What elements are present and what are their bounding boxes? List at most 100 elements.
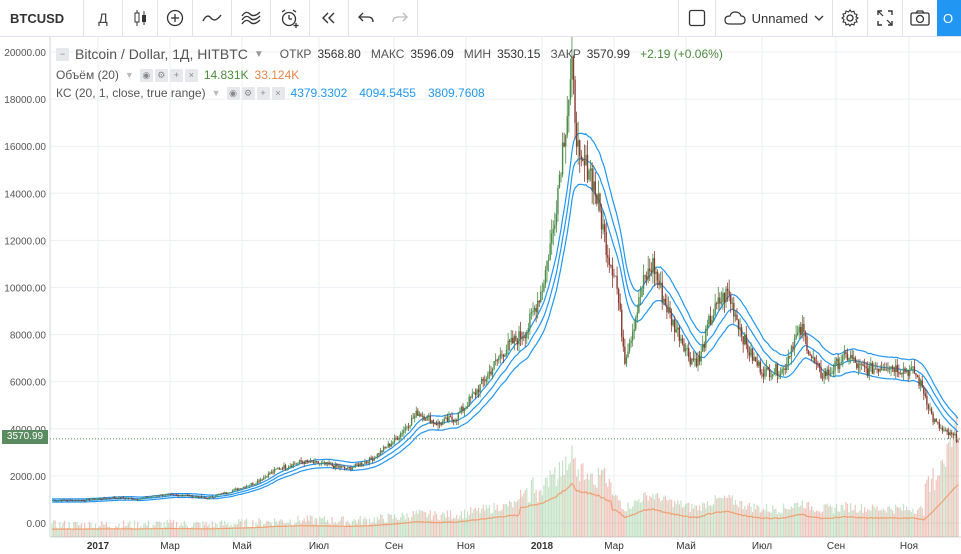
chart-area[interactable]: 20000.00 18000.00 16000.00 14000.00 12000.00… (0, 37, 961, 554)
candle-body (519, 331, 522, 338)
templates-button[interactable] (232, 0, 270, 36)
fullscreen-button[interactable] (868, 0, 902, 36)
volume-bar (566, 470, 568, 537)
volume-bar (787, 509, 789, 537)
candle-body (171, 494, 173, 495)
candle-body (907, 370, 909, 376)
volume-bar (751, 512, 754, 537)
candle-body (138, 499, 140, 501)
candle-body (868, 366, 870, 376)
symbol-search-button[interactable]: BTCUSD (0, 0, 84, 36)
volume-bar (208, 524, 210, 537)
publish-button[interactable]: О (937, 0, 961, 36)
candle-body (104, 497, 106, 499)
gear-icon[interactable]: ⚙ (241, 86, 255, 100)
plus-icon[interactable]: + (169, 68, 183, 82)
compare-button[interactable] (158, 0, 192, 36)
candle-body (185, 495, 187, 496)
plus-icon[interactable]: + (256, 86, 270, 100)
candle-body (543, 284, 545, 292)
volume-bar (333, 523, 335, 537)
candle-body (853, 357, 855, 359)
candle-body (669, 307, 671, 313)
snapshot-button[interactable] (903, 0, 937, 36)
eye-icon[interactable]: ◉ (139, 68, 153, 82)
candle-body (264, 476, 266, 478)
volume-bar (851, 510, 853, 537)
candle-body (382, 446, 385, 452)
candle-body (806, 336, 808, 351)
volume-bar (401, 512, 403, 537)
candle-body (438, 422, 441, 424)
candle-body (340, 466, 343, 468)
volume-bar (515, 502, 517, 537)
interval-button[interactable]: Д (84, 0, 122, 36)
volume-bar (737, 507, 740, 537)
candle-body (227, 493, 229, 495)
close-icon[interactable]: × (184, 68, 198, 82)
undo-button[interactable] (349, 0, 383, 36)
layout-name-label: Unnamed (751, 10, 808, 26)
redo-button[interactable] (383, 0, 417, 36)
volume-bar (157, 521, 159, 537)
candle-body (801, 323, 804, 335)
volume-bar (331, 516, 333, 537)
volume-bar (927, 476, 930, 537)
alert-button[interactable] (271, 0, 309, 36)
volume-bar (239, 521, 241, 537)
kc-dropdown-icon[interactable]: ▼ (211, 88, 221, 98)
volume-bar (944, 466, 947, 537)
volume-bar (281, 520, 283, 537)
volume-bar (398, 519, 400, 537)
price-chart[interactable]: 20000.00 18000.00 16000.00 14000.00 12000.00… (0, 37, 961, 554)
candle-body (452, 419, 455, 422)
legend-settings-icon[interactable]: ▼ (253, 48, 264, 60)
indicators-button[interactable] (193, 0, 231, 36)
replay-button[interactable] (310, 0, 348, 36)
volume-bar (717, 498, 719, 537)
volume-bar (328, 523, 330, 537)
volume-dropdown-icon[interactable]: ▼ (124, 70, 134, 80)
layout-menu-button[interactable]: Unnamed (716, 0, 832, 36)
volume-bar (843, 510, 845, 537)
volume-bar (938, 475, 940, 537)
candle-body (522, 336, 525, 338)
candle-body (624, 346, 626, 364)
volume-bar (373, 517, 375, 537)
volume-bar (554, 467, 556, 537)
fullscreen-select-button[interactable] (679, 0, 715, 36)
settings-button[interactable] (833, 0, 867, 36)
volume-bar (108, 526, 111, 537)
candle-body (326, 462, 329, 465)
candle-body (442, 421, 444, 426)
candle-body (566, 116, 568, 136)
volume-bar (340, 516, 343, 537)
volume-bar (367, 525, 369, 537)
candle-body (921, 380, 923, 388)
volume-bar (574, 457, 576, 537)
candle-body (764, 369, 766, 377)
eye-icon[interactable]: ◉ (226, 86, 240, 100)
volume-bar (695, 505, 698, 537)
chart-style-button[interactable] (123, 0, 157, 36)
candle-body (249, 485, 251, 487)
close-icon[interactable]: × (271, 86, 285, 100)
candle-body (826, 369, 828, 376)
candle-body (154, 495, 156, 497)
volume-bar (686, 502, 688, 537)
candle-body (74, 500, 77, 502)
candle-body (300, 460, 302, 462)
volume-bar (719, 497, 721, 537)
high-label: МАКС (370, 47, 405, 61)
volume-bar (387, 513, 389, 537)
candle-body (247, 485, 249, 487)
candle-body (533, 308, 536, 312)
volume-bar (613, 495, 615, 537)
candle-body (613, 275, 615, 277)
gear-icon[interactable]: ⚙ (154, 68, 168, 82)
volume-bar (200, 528, 203, 537)
volume-bar (618, 500, 620, 537)
collapse-legend-button[interactable]: − (56, 47, 69, 61)
candle-body (143, 497, 145, 499)
volume-bar (495, 509, 497, 537)
